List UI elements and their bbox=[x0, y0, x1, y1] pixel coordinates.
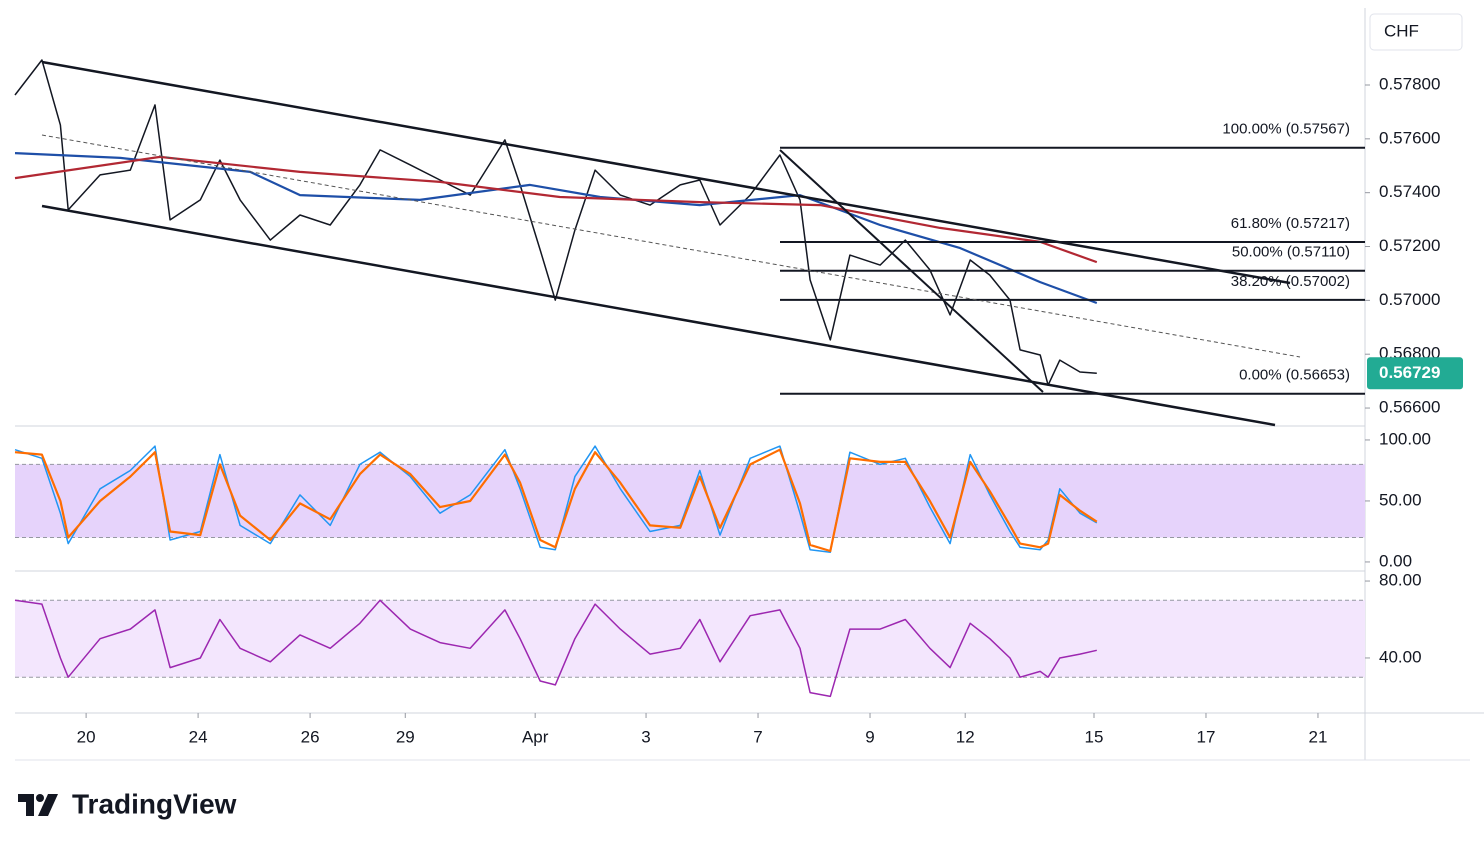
currency-label: CHF bbox=[1384, 21, 1419, 40]
x-tick-label: 29 bbox=[396, 727, 415, 746]
trend-lines bbox=[41, 60, 1301, 427]
fib-label: 61.80% (0.57217) bbox=[1231, 215, 1350, 232]
x-tick-label: Apr bbox=[522, 727, 549, 746]
x-tick-label: 21 bbox=[1309, 727, 1328, 746]
x-tick-label: 9 bbox=[865, 727, 874, 746]
y-tick-label: 0.57200 bbox=[1379, 236, 1440, 255]
x-tick-label: 20 bbox=[77, 727, 96, 746]
series-line bbox=[14, 59, 1097, 386]
y-tick-label: 80.00 bbox=[1379, 571, 1422, 590]
x-tick-label: 15 bbox=[1085, 727, 1104, 746]
last-price-tag bbox=[1367, 357, 1463, 390]
series-line bbox=[14, 599, 1097, 698]
x-tick-label: 17 bbox=[1197, 727, 1216, 746]
wedge-line bbox=[779, 149, 1044, 393]
indicator-line bbox=[14, 448, 1098, 553]
fib-label: 50.00% (0.57110) bbox=[1232, 244, 1350, 261]
y-tick-label: 0.57000 bbox=[1379, 290, 1440, 309]
band-fill bbox=[15, 600, 1365, 678]
currency-box[interactable] bbox=[1369, 13, 1463, 51]
fib-label: 100.00% (0.57567) bbox=[1222, 121, 1350, 138]
y-tick-label: 50.00 bbox=[1379, 490, 1422, 509]
x-tick-label: 12 bbox=[956, 727, 975, 746]
channel-mid bbox=[41, 134, 1301, 358]
x-tick-label: 3 bbox=[641, 727, 650, 746]
fib-label: 0.00% (0.56653) bbox=[1239, 367, 1350, 384]
y-tick-label: 0.56600 bbox=[1379, 398, 1440, 417]
y-tick-label: 0.57800 bbox=[1379, 74, 1440, 93]
indicator-line bbox=[14, 155, 1098, 264]
y-tick-label: 0.57600 bbox=[1379, 128, 1440, 147]
y-tick-label: 0.00 bbox=[1379, 551, 1412, 570]
y-tick-label: 40.00 bbox=[1379, 647, 1422, 666]
channel-top bbox=[41, 60, 1291, 285]
brand-name: TradingView bbox=[72, 788, 237, 819]
x-tick-label: 24 bbox=[189, 727, 208, 746]
x-tick-label: 7 bbox=[753, 727, 762, 746]
brand-logo bbox=[18, 794, 58, 816]
x-tick-label: 26 bbox=[301, 727, 320, 746]
channel-bottom bbox=[41, 204, 1276, 427]
y-tick-label: 100.00 bbox=[1379, 429, 1431, 448]
last-price-label: 0.56729 bbox=[1379, 363, 1440, 382]
y-tick-label: 0.57400 bbox=[1379, 182, 1440, 201]
